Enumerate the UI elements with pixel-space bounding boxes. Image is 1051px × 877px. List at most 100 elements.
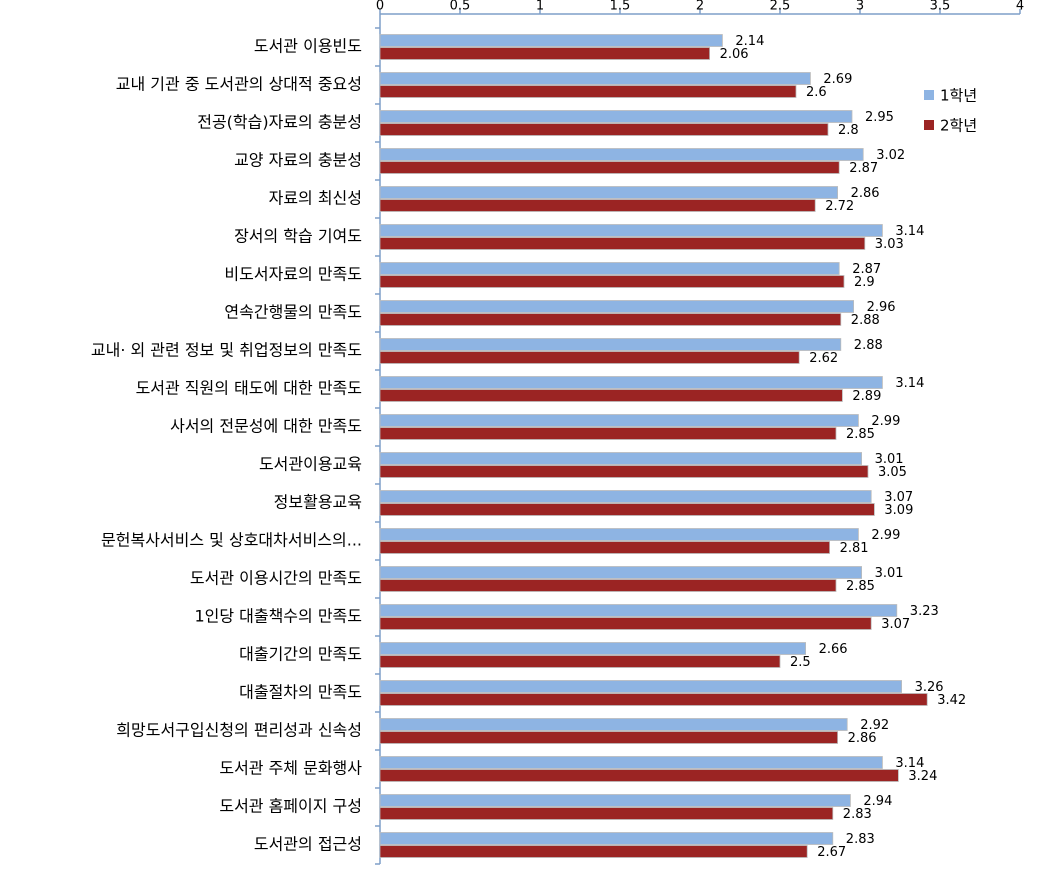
bar — [379, 541, 831, 554]
bar — [379, 85, 797, 98]
x-tick-label: 2 — [696, 0, 704, 14]
bar — [379, 579, 837, 592]
bar — [379, 465, 869, 478]
y-tick-label: 문헌복사서비스 및 상호대차서비스의... — [101, 531, 362, 550]
x-tick-label: 0.5 — [450, 0, 471, 14]
bar — [379, 617, 872, 630]
bar — [379, 275, 845, 288]
bar — [379, 642, 807, 655]
value-label: 3.07 — [884, 490, 913, 505]
value-label: 2.92 — [860, 718, 889, 733]
bar — [379, 832, 834, 845]
x-tick-label: 1 — [536, 0, 544, 14]
y-tick-label: 희망도서구입신청의 편리성과 신속성 — [116, 721, 362, 740]
value-label: 2.67 — [817, 845, 846, 860]
legend-label: 1학년 — [940, 87, 977, 105]
bar — [379, 452, 863, 465]
y-tick-label: 대출기간의 만족도 — [239, 645, 362, 664]
value-label: 3.42 — [937, 693, 966, 708]
legend-swatch — [924, 120, 934, 130]
bar — [379, 199, 816, 212]
value-label: 2.94 — [863, 794, 892, 809]
bar — [379, 110, 853, 123]
y-tick-label: 교내 기관 중 도서관의 상대적 중요성 — [116, 75, 362, 94]
value-label: 2.83 — [846, 832, 875, 847]
bar — [379, 414, 859, 427]
bar — [379, 490, 872, 503]
value-label: 2.88 — [851, 313, 880, 328]
value-label: 2.72 — [825, 199, 854, 214]
bar — [379, 300, 855, 313]
bar — [379, 224, 883, 237]
bar — [379, 769, 899, 782]
bar — [379, 34, 723, 47]
value-label: 2.95 — [865, 110, 894, 125]
x-tick-label: 4 — [1016, 0, 1024, 14]
bar — [379, 655, 781, 668]
value-label: 2.8 — [838, 123, 859, 138]
bar — [379, 351, 800, 364]
x-tick-label: 3.5 — [930, 0, 951, 14]
y-tick-label: 도서관이용교육 — [259, 455, 362, 474]
y-tick-label: 장서의 학습 기여도 — [234, 227, 362, 246]
value-label: 3.01 — [875, 566, 904, 581]
bar — [379, 389, 843, 402]
bar — [379, 186, 839, 199]
value-label: 2.89 — [852, 389, 881, 404]
value-label: 2.88 — [854, 338, 883, 353]
bar — [379, 123, 829, 136]
y-tick-label: 연속간행물의 만족도 — [224, 303, 362, 322]
value-label: 2.62 — [809, 351, 838, 366]
value-label: 3.07 — [881, 617, 910, 632]
value-label: 3.14 — [895, 224, 924, 239]
bar — [379, 47, 711, 60]
y-tick-label: 비도서자료의 만족도 — [224, 265, 362, 284]
bar — [379, 718, 848, 731]
bar — [379, 376, 883, 389]
value-label: 2.99 — [871, 528, 900, 543]
value-label: 3.23 — [910, 604, 939, 619]
y-tick-label: 사서의 전문성에 대한 만족도 — [170, 417, 362, 436]
bar — [379, 566, 863, 579]
value-label: 2.96 — [867, 300, 896, 315]
y-tick-label: 자료의 최신성 — [269, 189, 362, 208]
bar — [379, 338, 842, 351]
bar — [379, 680, 902, 693]
value-label: 2.87 — [849, 161, 878, 176]
y-tick-label: 정보활용교육 — [274, 493, 362, 512]
value-label: 2.66 — [819, 642, 848, 657]
legend-swatch — [924, 90, 934, 100]
y-tick-label: 도서관 이용시간의 만족도 — [190, 569, 362, 588]
bar — [379, 794, 851, 807]
value-label: 2.81 — [840, 541, 869, 556]
value-label: 3.02 — [876, 148, 905, 163]
value-label: 3.14 — [895, 376, 924, 391]
value-label: 3.05 — [878, 465, 907, 480]
value-label: 3.26 — [915, 680, 944, 695]
x-tick-label: 0 — [376, 0, 384, 14]
bar — [379, 427, 837, 440]
y-tick-label: 대출절차의 만족도 — [239, 683, 362, 702]
value-label: 2.14 — [735, 34, 764, 49]
value-label: 2.6 — [806, 85, 827, 100]
value-label: 3.03 — [875, 237, 904, 252]
bar — [379, 72, 811, 85]
bar — [379, 148, 864, 161]
y-tick-label: 도서관 홈페이지 구성 — [219, 797, 362, 816]
bar — [379, 528, 859, 541]
bar — [379, 161, 840, 174]
value-label: 2.85 — [846, 579, 875, 594]
bar — [379, 604, 898, 617]
bar — [379, 756, 883, 769]
y-tick-label: 도서관 직원의 태도에 대한 만족도 — [136, 379, 362, 398]
value-label: 2.85 — [846, 427, 875, 442]
x-tick-label: 1.5 — [610, 0, 631, 14]
bar — [379, 845, 808, 858]
bar — [379, 313, 842, 326]
value-label: 3.14 — [895, 756, 924, 771]
x-tick-label: 3 — [856, 0, 864, 14]
bar — [379, 731, 839, 744]
value-label: 2.87 — [852, 262, 881, 277]
value-label: 2.86 — [848, 731, 877, 746]
